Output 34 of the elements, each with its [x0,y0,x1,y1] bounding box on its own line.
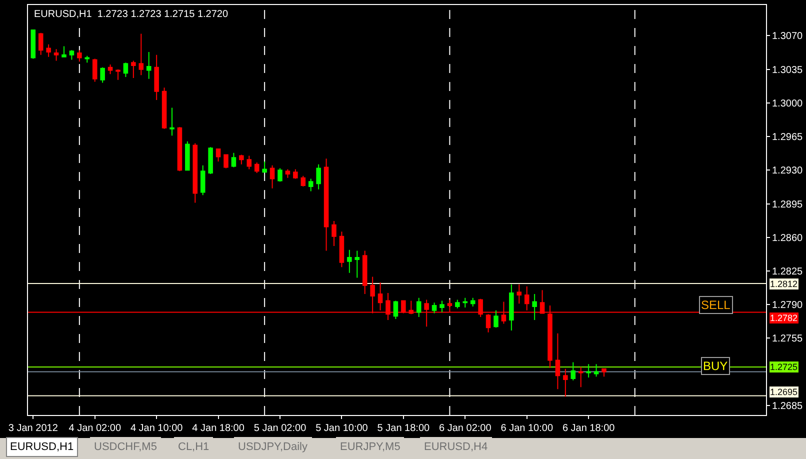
text: USDCHF,M5 [94,441,157,453]
x-tick-label: 6 Jan 10:00 [500,423,554,434]
text: EURUSD,H1 [10,441,74,453]
chart-title: EURUSD,H1 1.2723 1.2723 1.2715 1.2720 [34,9,228,20]
x-tick-label: 4 Jan 18:00 [192,423,245,434]
y-tick-label: 1.3070 [772,31,804,42]
y-tick-label: 1.2755 [772,334,804,345]
y-tick-label: 1.2860 [772,232,804,244]
text: USDJPY,Daily [238,441,308,453]
y-tick-label: 1.2790 [772,300,804,312]
text: EURJPY,M5 [340,441,400,453]
x-tick-label: 5 Jan 10:00 [316,423,368,434]
ref-line-label: 1.2695 [770,387,798,397]
y-tick-label: 1.3000 [772,98,804,110]
x-tick-label: 4 Jan 10:00 [130,423,184,434]
ref-line-label: 1.2782 [770,313,798,323]
x-tick-label: 4 Jan 02:00 [68,423,122,434]
text: EURUSD,H4 [424,441,488,453]
x-tick-label: 5 Jan 18:00 [377,423,430,434]
x-tick-label: 3 Jan 2012 [8,423,58,434]
y-tick-label: 1.2685 [772,400,804,412]
x-tick-label: 6 Jan 18:00 [562,423,616,434]
ref-line-label: 1.2725 [770,362,798,372]
y-tick-label: 1.2930 [772,166,804,177]
annotation: BUY [703,359,728,373]
y-tick-label: 1.3035 [772,64,804,76]
y-tick-label: 1.2895 [772,199,804,210]
y-tick-label: 1.2965 [772,132,804,144]
x-tick-label: 6 Jan 02:00 [439,423,492,434]
annotation: SELL [701,298,731,312]
y-tick-label: 1.2825 [772,266,804,278]
text: CL,H1 [178,441,210,453]
x-tick-label: 5 Jan 02:00 [254,423,307,434]
ref-line-label: 1.2812 [770,279,798,289]
